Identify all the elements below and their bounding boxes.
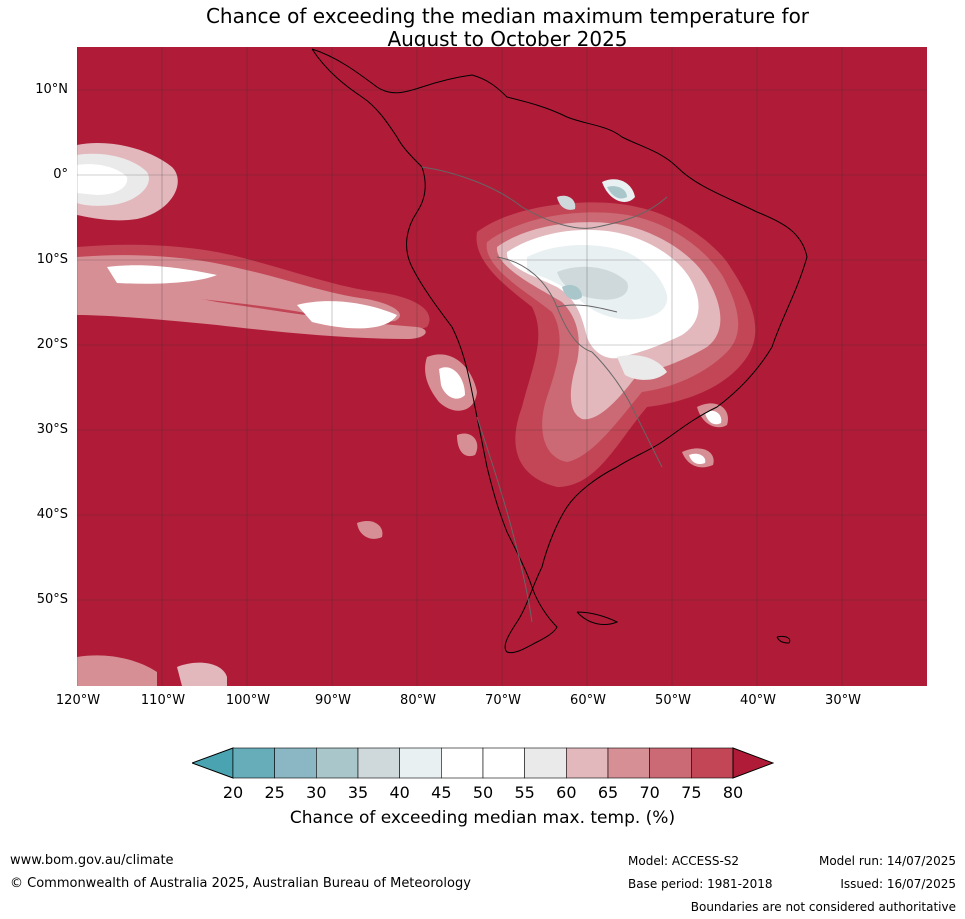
- lon-label-60w: 60°W: [570, 693, 606, 708]
- colorbar-swatch-65: [607, 747, 650, 779]
- lon-label-110w: 110°W: [140, 693, 186, 708]
- colorbar-swatch-40: [399, 747, 442, 779]
- footer-issued: Issued: 16/07/2025: [840, 877, 956, 891]
- footer-copyright: © Commonwealth of Australia 2025, Austra…: [10, 876, 471, 891]
- lon-label-40w: 40°W: [740, 693, 776, 708]
- colorbar-swatch-60: [566, 747, 609, 779]
- colorbar-swatch-20: [232, 747, 275, 779]
- colorbar-swatch-50: [482, 747, 525, 779]
- lat-label-0: 0°: [53, 167, 68, 182]
- lat-label-40s: 40°S: [36, 507, 68, 522]
- colorbar-tick-45: 45: [431, 783, 452, 802]
- probability-map: [77, 47, 927, 686]
- lon-label-90w: 90°W: [315, 693, 351, 708]
- colorbar-swatch-30: [316, 747, 359, 779]
- footer-model: Model: ACCESS-S2: [628, 854, 740, 868]
- colorbar-tick-80: 80: [722, 783, 744, 802]
- colorbar: [192, 747, 774, 779]
- colorbar-tick-40: 40: [389, 783, 410, 802]
- colorbar-tick-70: 70: [639, 783, 660, 802]
- colorbar-swatch-45: [441, 747, 484, 779]
- colorbar-overflow-arrow: [732, 747, 774, 779]
- lat-label-30s: 30°S: [36, 422, 68, 437]
- colorbar-swatch-75: [691, 747, 734, 779]
- lat-label-10n: 10°N: [35, 82, 68, 97]
- colorbar-tick-50: 50: [472, 783, 494, 802]
- pacific-10s-band: [77, 244, 430, 339]
- coastlines: [311, 48, 808, 654]
- footer-url: www.bom.gov.au/climate: [10, 853, 174, 868]
- footer-base-period: Base period: 1981-2018: [628, 877, 773, 891]
- ocean-background-high-probability: [77, 47, 927, 686]
- lon-label-50w: 50°W: [655, 693, 691, 708]
- footer-model-run: Model run: 14/07/2025: [818, 854, 956, 868]
- lat-label-20s: 20°S: [36, 337, 68, 352]
- colorbar-tick-55: 55: [514, 783, 535, 802]
- graticule: [77, 47, 927, 686]
- pacific-south-patches: [77, 354, 478, 686]
- map-title-line-1: Chance of exceeding the median maximum t…: [205, 4, 810, 28]
- country-borders: [421, 166, 668, 623]
- pacific-equatorial-plume: [77, 143, 178, 221]
- map-title-line-2: August to October 2025: [387, 27, 628, 51]
- lat-label-10s: 10°S: [36, 252, 68, 267]
- colorbar-tick-60: 60: [556, 783, 577, 802]
- footer-disclaimer: Boundaries are not considered authoritat…: [690, 900, 956, 914]
- colorbar-tick-65: 65: [597, 783, 619, 802]
- colorbar-swatch-55: [524, 747, 567, 779]
- lat-label-50s: 50°S: [36, 592, 68, 607]
- colorbar-underflow-arrow: [192, 747, 234, 779]
- lon-label-70w: 70°W: [485, 693, 521, 708]
- lon-label-80w: 80°W: [400, 693, 436, 708]
- colorbar-tick-25: 25: [264, 783, 285, 802]
- lon-label-30w: 30°W: [825, 693, 861, 708]
- colorbar-swatches: [232, 747, 734, 779]
- colorbar-swatch-25: [274, 747, 317, 779]
- lon-label-120w: 120°W: [55, 693, 101, 708]
- colorbar-swatch-70: [649, 747, 692, 779]
- colorbar-tick-35: 35: [347, 783, 369, 802]
- colorbar-tick-75: 75: [681, 783, 702, 802]
- colorbar-swatch-35: [357, 747, 400, 779]
- colorbar-label: Chance of exceeding median max. temp. (%…: [289, 808, 676, 828]
- lon-label-100w: 100°W: [225, 693, 271, 708]
- south-america-interior-anomaly: [476, 179, 756, 487]
- colorbar-tick-20: 20: [222, 783, 244, 802]
- colorbar-tick-30: 30: [306, 783, 327, 802]
